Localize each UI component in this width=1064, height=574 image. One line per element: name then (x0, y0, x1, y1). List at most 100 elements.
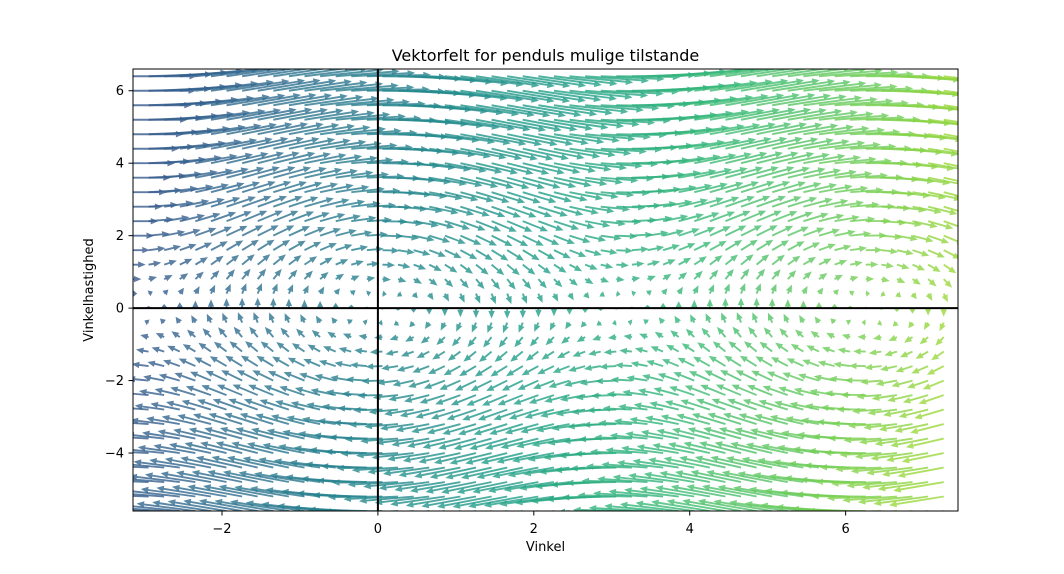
field-arrow (179, 199, 210, 208)
field-arrow (636, 444, 679, 454)
field-arrow (857, 333, 866, 341)
field-arrow (892, 320, 899, 327)
field-arrow (737, 471, 788, 483)
field-arrow (886, 452, 929, 463)
field-arrow (285, 298, 293, 309)
field-arrow (434, 452, 477, 465)
field-arrow (553, 133, 605, 145)
field-arrow (454, 510, 461, 511)
field-arrow (725, 225, 747, 237)
field-arrow (738, 413, 773, 425)
field-arrow (850, 245, 867, 252)
field-arrow (396, 365, 414, 372)
field-arrow (787, 108, 843, 121)
field-arrow (740, 195, 771, 208)
field-arrow (865, 232, 887, 239)
field-arrow (351, 128, 402, 136)
field-arrow (553, 118, 609, 130)
field-arrow (209, 356, 227, 367)
field-arrow (211, 455, 258, 469)
field-arrow (675, 470, 726, 483)
field-arrow (928, 104, 958, 110)
field-arrow (709, 226, 731, 237)
field-arrow (618, 403, 648, 411)
field-arrow (413, 162, 456, 171)
field-arrow (241, 225, 264, 237)
field-arrow (530, 336, 540, 347)
field-arrow (943, 278, 953, 288)
field-arrow (896, 75, 958, 83)
field-arrow (475, 263, 489, 275)
field-arrow (928, 147, 958, 155)
field-arrow (857, 495, 913, 505)
field-arrow (787, 167, 826, 179)
field-arrow (354, 347, 367, 355)
field-arrow (304, 80, 368, 92)
field-arrow (756, 225, 778, 237)
field-arrow (616, 290, 621, 297)
field-arrow (164, 127, 215, 136)
field-arrow (693, 227, 716, 237)
field-arrow (83, 479, 133, 485)
field-arrow (740, 180, 775, 194)
field-arrow (881, 190, 915, 197)
field-arrow (320, 69, 384, 78)
field-arrow (181, 399, 212, 411)
field-arrow (835, 465, 882, 473)
field-arrow (179, 82, 243, 92)
field-arrow (133, 376, 149, 383)
field-arrow (834, 274, 843, 282)
field-arrow (485, 437, 523, 450)
field-arrow (190, 371, 212, 382)
field-arrow (476, 466, 523, 480)
y-tick-label: −4 (105, 447, 124, 462)
field-arrow (685, 328, 695, 338)
field-arrow (450, 394, 477, 406)
field-arrow (357, 392, 383, 399)
field-arrow (853, 348, 866, 355)
field-arrow (818, 125, 870, 136)
field-arrow (226, 78, 290, 92)
field-arrow (327, 493, 383, 501)
field-arrow (226, 254, 240, 266)
field-arrow (413, 205, 443, 214)
field-arrow (632, 458, 679, 469)
field-arrow (725, 240, 743, 251)
field-arrow (418, 452, 461, 464)
field-arrow (534, 322, 541, 332)
field-arrow (609, 432, 648, 440)
field-arrow (444, 147, 491, 159)
field-arrow (673, 372, 695, 382)
field-arrow (449, 452, 492, 465)
field-arrow (569, 162, 612, 172)
field-arrow (600, 276, 610, 283)
field-arrow (831, 480, 882, 487)
field-arrow (939, 322, 946, 332)
field-arrow (273, 151, 316, 165)
field-arrow (556, 350, 570, 359)
field-arrow (364, 422, 399, 430)
field-arrow (382, 276, 391, 283)
field-arrow (832, 420, 866, 427)
field-arrow (382, 247, 400, 254)
field-arrow (398, 133, 449, 140)
field-arrow (943, 220, 958, 228)
field-arrow (442, 423, 477, 435)
field-arrow (348, 421, 383, 428)
field-arrow (679, 455, 726, 469)
field-arrow (898, 408, 929, 419)
field-arrow (267, 371, 290, 382)
field-arrow (212, 398, 243, 411)
field-arrow (303, 359, 321, 367)
field-arrow (330, 375, 352, 382)
field-arrow (316, 301, 324, 309)
field-arrow (507, 75, 571, 89)
field-arrow (664, 400, 695, 411)
field-arrow (116, 363, 133, 369)
field-arrow (709, 196, 740, 208)
field-arrow (398, 147, 445, 155)
field-arrow (241, 181, 276, 194)
field-arrow (600, 118, 656, 126)
field-arrow (320, 95, 379, 107)
field-arrow (896, 118, 952, 127)
